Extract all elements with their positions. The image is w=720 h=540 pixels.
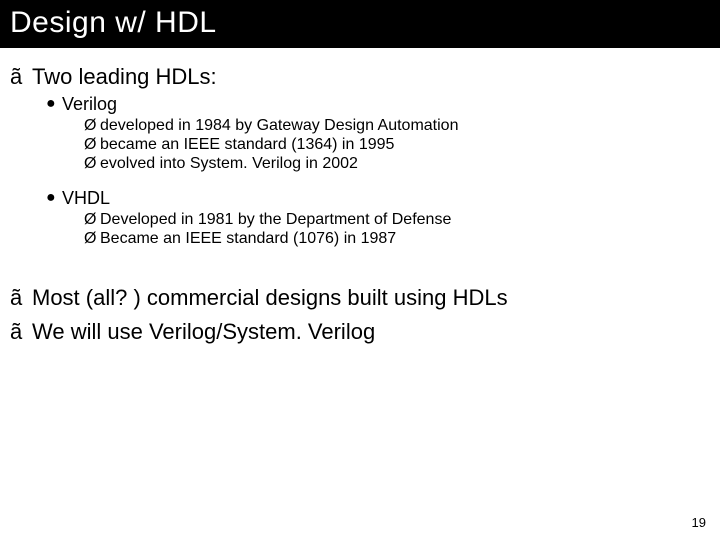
bullet-l3-text: Developed in 1981 by the Department of D… xyxy=(100,211,451,228)
bullet-l1-text: Two leading HDLs: xyxy=(32,64,217,89)
bullet-l2-marker: ● xyxy=(46,189,62,207)
bullet-l1: ãTwo leading HDLs: xyxy=(0,64,720,90)
bullet-l3-marker: Ø xyxy=(84,155,100,173)
bullet-l3-text: evolved into System. Verilog in 2002 xyxy=(100,155,358,172)
bullet-l2-text: Verilog xyxy=(62,94,117,114)
slide-title: Design w/ HDL xyxy=(10,6,217,39)
bullet-l1-marker: ã xyxy=(10,64,32,90)
spacer xyxy=(0,249,720,277)
bullet-l2-marker: ● xyxy=(46,95,62,113)
bullet-l3: ØBecame an IEEE standard (1076) in 1987 xyxy=(0,230,720,248)
bullet-l3-text: Became an IEEE standard (1076) in 1987 xyxy=(100,230,396,247)
spacer xyxy=(0,174,720,184)
bullet-l1-text: We will use Verilog/System. Verilog xyxy=(32,319,375,344)
bullet-l3-text: became an IEEE standard (1364) in 1995 xyxy=(100,136,394,153)
page-number: 19 xyxy=(692,515,706,530)
bullet-l3: ØDeveloped in 1981 by the Department of … xyxy=(0,211,720,229)
bullet-l2-text: VHDL xyxy=(62,188,110,208)
bullet-l1-marker: ã xyxy=(10,285,32,311)
bullet-l3: Øevolved into System. Verilog in 2002 xyxy=(0,155,720,173)
bullet-l3: Ødeveloped in 1984 by Gateway Design Aut… xyxy=(0,117,720,135)
slide-title-bar: Design w/ HDL xyxy=(0,0,720,48)
bullet-l1-marker: ã xyxy=(10,319,32,345)
bullet-l1: ãWe will use Verilog/System. Verilog xyxy=(0,319,720,345)
bullet-l3-text: developed in 1984 by Gateway Design Auto… xyxy=(100,117,458,134)
bullet-l1-text: Most (all? ) commercial designs built us… xyxy=(32,285,508,310)
bullet-l3-marker: Ø xyxy=(84,211,100,229)
bullet-l3-marker: Ø xyxy=(84,136,100,154)
bullet-l3-marker: Ø xyxy=(84,117,100,135)
bullet-l1: ãMost (all? ) commercial designs built u… xyxy=(0,285,720,311)
bullet-l2: ●Verilog xyxy=(0,94,720,115)
bullet-l3: Øbecame an IEEE standard (1364) in 1995 xyxy=(0,136,720,154)
bullet-l3-marker: Ø xyxy=(84,230,100,248)
slide-body: ãTwo leading HDLs: ●Verilog Ødeveloped i… xyxy=(0,48,720,345)
bullet-l2: ●VHDL xyxy=(0,188,720,209)
